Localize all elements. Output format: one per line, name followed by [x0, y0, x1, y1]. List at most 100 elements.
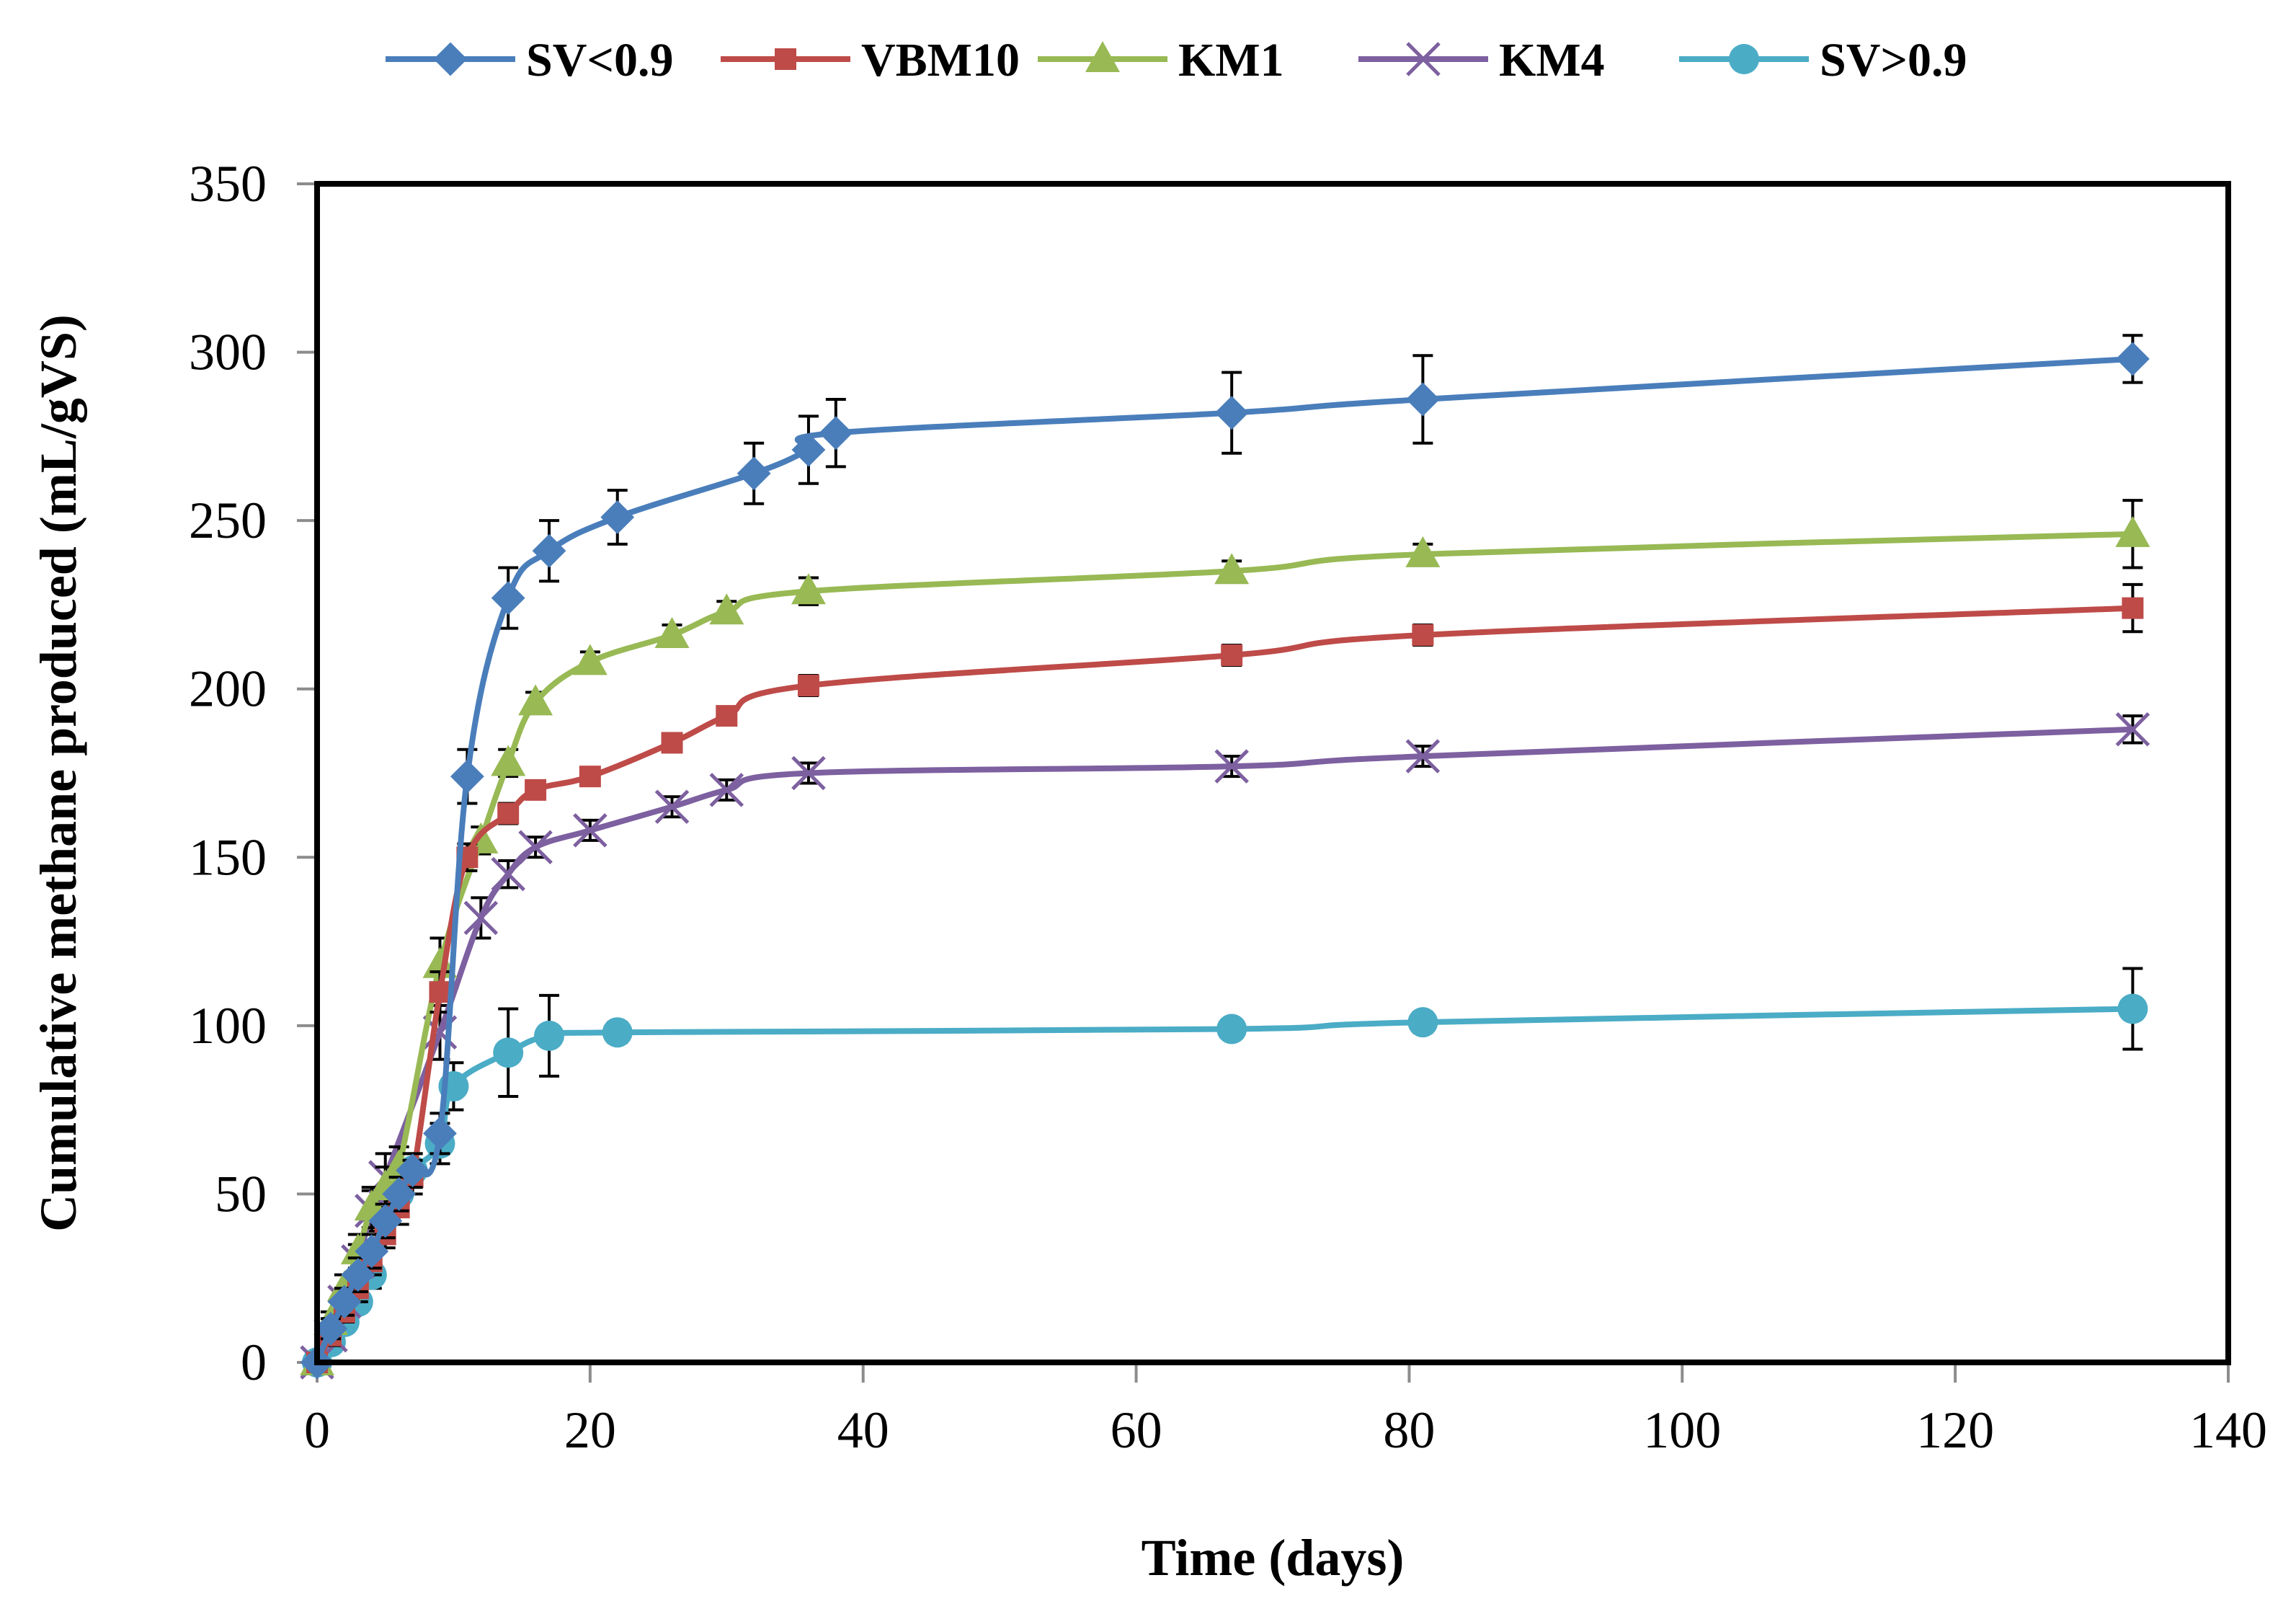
data-point: [2115, 712, 2150, 747]
y-tick-label: 300: [189, 324, 267, 381]
data-point: [327, 1285, 362, 1319]
x-tick-label: 20: [564, 1401, 616, 1459]
x-tick-label: 0: [304, 1401, 330, 1459]
series-vbm10: [306, 582, 2144, 1373]
data-point: [1405, 739, 1441, 773]
data-point: [532, 533, 566, 568]
legend: SV<0.9 VBM10 KM1 KM4 SV>0.9: [386, 34, 1967, 87]
data-point: [2122, 597, 2144, 619]
data-point: [791, 755, 826, 791]
data-point: [491, 745, 526, 776]
legend-swatch-marker: [1729, 44, 1759, 74]
data-point: [313, 1311, 348, 1346]
y-tick-label: 50: [215, 1165, 267, 1223]
data-point: [2117, 993, 2148, 1024]
legend-item-km1: KM1: [1038, 34, 1284, 87]
error-bars-km1: [320, 499, 2143, 1334]
legend-item-km4: KM4: [1358, 34, 1605, 87]
data-point: [518, 684, 553, 716]
data-point: [491, 581, 525, 615]
data-point: [602, 1017, 633, 1048]
legend-item-sv-0-9: SV>0.9: [1679, 34, 1967, 87]
data-point: [396, 1153, 430, 1188]
data-point: [791, 573, 826, 605]
y-tick-label: 350: [189, 155, 267, 213]
y-tick-label: 250: [189, 492, 267, 549]
legend-swatch-marker: [775, 48, 796, 70]
data-point: [654, 789, 690, 824]
series-line-sv-0-9: [314, 355, 2136, 1365]
data-point: [1214, 749, 1249, 784]
data-point: [819, 416, 853, 451]
legend-label: KM1: [1178, 34, 1284, 87]
data-point: [600, 500, 635, 534]
data-point: [709, 773, 744, 807]
data-point: [450, 759, 484, 794]
data-point: [382, 1177, 417, 1211]
data-point: [1405, 536, 1441, 567]
data-point: [1412, 624, 1434, 646]
data-point: [2115, 515, 2150, 547]
series-sv-0-9: [302, 967, 2148, 1378]
data-point: [423, 1116, 457, 1150]
data-point: [368, 1204, 403, 1238]
y-tick-label: 0: [241, 1334, 267, 1391]
data-point: [355, 1234, 389, 1269]
data-point: [518, 830, 553, 865]
data-point: [497, 802, 520, 825]
data-point: [573, 813, 608, 848]
data-point: [1407, 1007, 1438, 1038]
data-point: [797, 675, 819, 697]
data-point: [525, 779, 547, 801]
data-point: [661, 732, 683, 754]
markers-km4: [300, 712, 2150, 1380]
data-point: [737, 456, 771, 491]
data-point: [572, 644, 608, 675]
data-point: [1221, 644, 1243, 666]
series-line-sv-0-9: [314, 1006, 2136, 1365]
y-tick-label: 150: [189, 828, 267, 886]
legend-label: VBM10: [861, 34, 1020, 87]
legend-label: KM4: [1499, 34, 1605, 87]
legend-swatch-marker: [1085, 41, 1120, 72]
data-point: [463, 900, 499, 936]
plot-frame: [314, 181, 2231, 1365]
data-point: [429, 981, 451, 1003]
series-line-vbm10: [314, 605, 2136, 1365]
y-tick-label: 200: [189, 660, 267, 718]
series-km1: [300, 499, 2150, 1375]
data-point: [1214, 396, 1249, 430]
x-axis-title: Time (days): [1142, 1529, 1405, 1587]
data-point: [493, 1037, 524, 1068]
x-tick-label: 80: [1383, 1401, 1435, 1459]
data-point: [709, 593, 744, 625]
data-point: [341, 1258, 375, 1292]
markers-vbm10: [306, 597, 2144, 1373]
series-sv-0-9: [300, 334, 2150, 1380]
legend-item-sv-0-9: SV<0.9: [386, 34, 673, 87]
series-layer: [300, 334, 2150, 1380]
y-axis-ticks: 0 50 100 150 200 250 300 350: [189, 155, 317, 1391]
data-point: [422, 946, 458, 978]
data-point: [534, 1020, 565, 1051]
data-point: [1214, 553, 1250, 585]
x-tick-label: 120: [1916, 1401, 1994, 1459]
data-point: [716, 705, 738, 727]
data-point: [491, 856, 525, 892]
markers-sv-0-9: [302, 993, 2148, 1378]
y-tick-label: 100: [189, 997, 267, 1055]
legend-item-vbm10: VBM10: [721, 34, 1020, 87]
data-point: [1405, 382, 1440, 417]
legend-label: SV>0.9: [1820, 34, 1967, 87]
x-tick-label: 100: [1643, 1401, 1721, 1459]
series-km4: [300, 712, 2150, 1380]
x-tick-label: 60: [1111, 1401, 1162, 1459]
error-bars-vbm10: [320, 582, 2143, 1347]
legend-swatch-marker: [1406, 42, 1441, 76]
y-axis-title: Cumulative methane produced (mL/gVS): [30, 314, 87, 1232]
markers-sv-0-9: [300, 342, 2150, 1380]
data-point: [579, 766, 601, 788]
data-point: [654, 616, 690, 648]
